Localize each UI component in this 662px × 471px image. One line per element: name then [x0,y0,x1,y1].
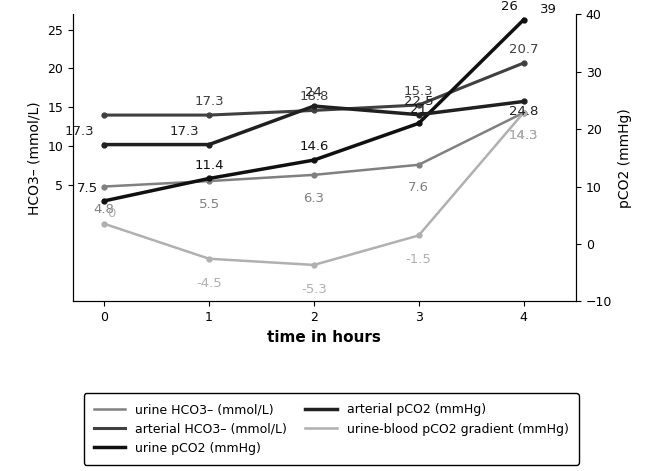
Text: 0: 0 [107,207,115,219]
Text: 17.3: 17.3 [194,95,224,108]
Y-axis label: pCO2 (mmHg): pCO2 (mmHg) [618,108,632,208]
Text: -4.5: -4.5 [196,277,222,290]
Text: 24: 24 [305,86,322,99]
Text: 17.3: 17.3 [64,125,94,138]
Text: 21: 21 [410,103,427,116]
Text: -5.3: -5.3 [301,283,327,296]
Text: 24.8: 24.8 [509,105,538,118]
Text: 18.8: 18.8 [299,90,328,104]
Legend: urine HCO3– (mmol/L), arterial HCO3– (mmol/L), urine pCO2 (mmHg), arterial pCO2 : urine HCO3– (mmol/L), arterial HCO3– (mm… [83,393,579,465]
Text: 7.5: 7.5 [77,182,98,195]
Y-axis label: HCO3– (mmol/L): HCO3– (mmol/L) [28,101,42,215]
X-axis label: time in hours: time in hours [267,330,381,345]
Text: 6.3: 6.3 [303,192,324,204]
Text: 7.6: 7.6 [408,181,429,195]
Text: 14.3: 14.3 [509,130,538,142]
Text: 26: 26 [501,0,518,13]
Text: -1.5: -1.5 [406,253,432,267]
Text: 39: 39 [540,3,557,16]
Text: 4.8: 4.8 [94,203,115,216]
Text: 15.3: 15.3 [404,85,434,98]
Text: 22.5: 22.5 [404,95,434,108]
Text: 14.6: 14.6 [299,140,328,153]
Text: 5.5: 5.5 [199,198,220,211]
Text: 11.4: 11.4 [195,159,224,171]
Text: 17.3: 17.3 [169,125,199,138]
Text: 20.7: 20.7 [509,43,538,56]
Text: 14.3: 14.3 [509,130,538,142]
